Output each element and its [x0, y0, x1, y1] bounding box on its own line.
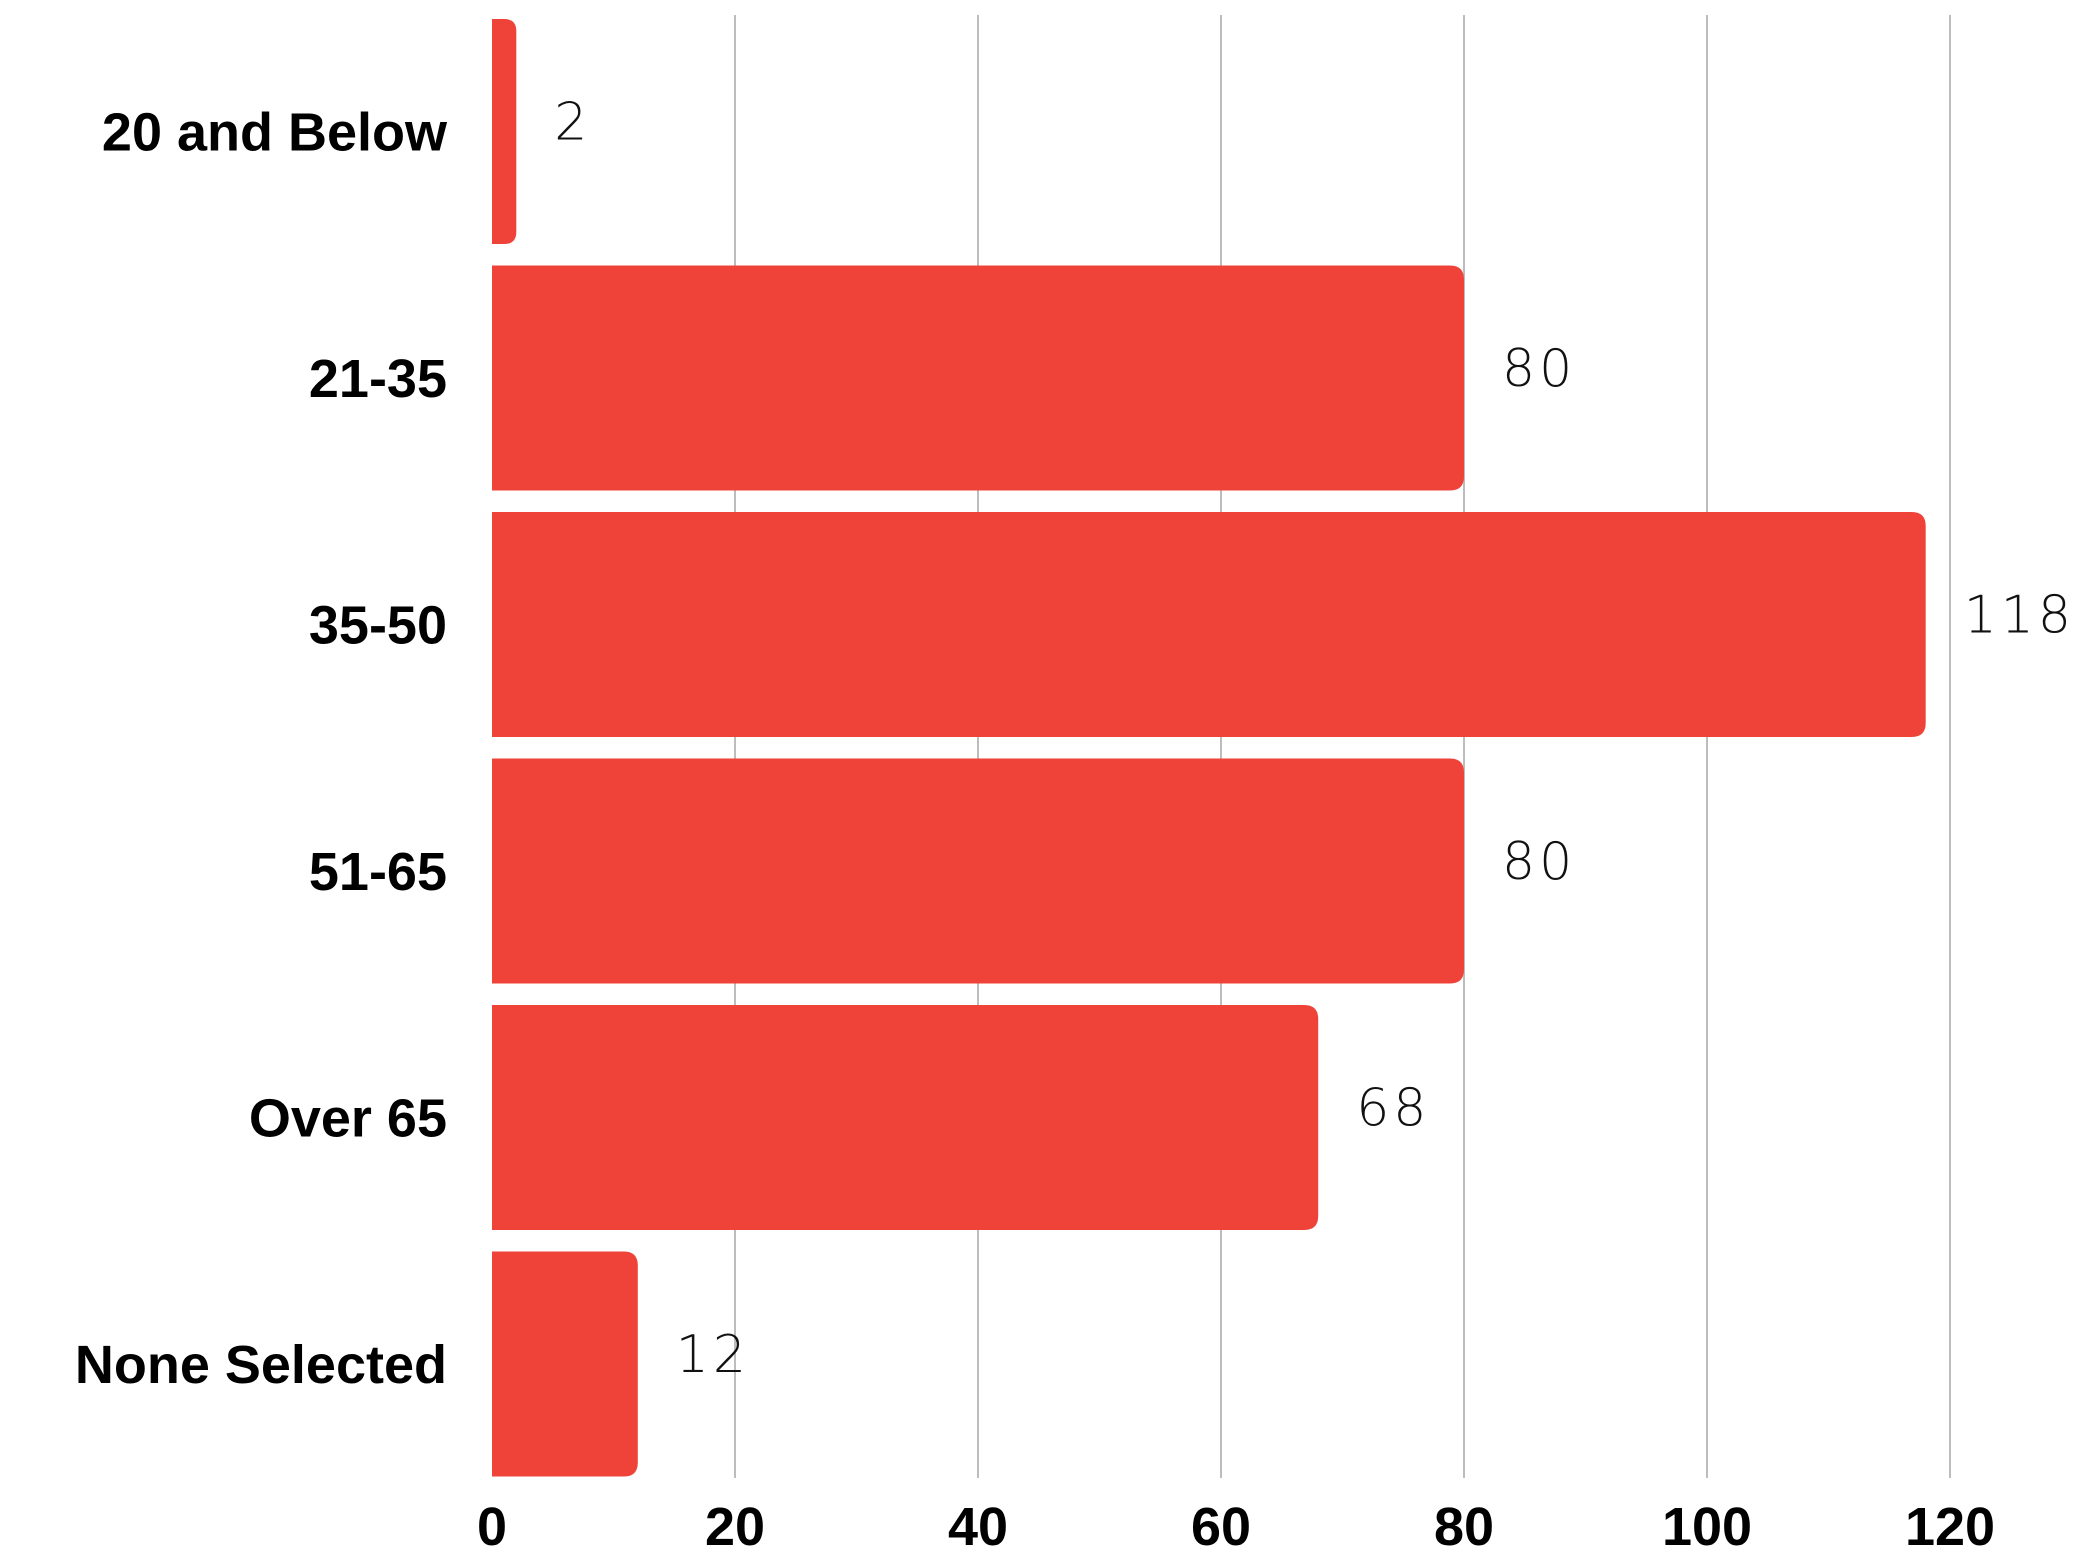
- category-label-4: Over 65: [249, 1089, 447, 1149]
- bar-4: [492, 1005, 1319, 1230]
- x-tick-label-5: 100: [1662, 1497, 1752, 1556]
- data-label-4: 68: [1356, 1079, 1430, 1139]
- category-label-3: 51-65: [309, 842, 447, 902]
- gridlines: [734, 15, 1951, 1478]
- category-label-1: 21-35: [309, 349, 447, 409]
- x-tick-label-4: 80: [1434, 1497, 1494, 1556]
- bar-5: [492, 1251, 638, 1477]
- data-label-5: 12: [676, 1325, 750, 1385]
- category-labels: 20 and Below 21-35 35-50 51-65 Over 65 None S…: [75, 103, 448, 1396]
- x-tick-label-3: 60: [1191, 1497, 1251, 1556]
- category-label-5: None Selected: [75, 1335, 447, 1395]
- data-label-3: 80: [1502, 832, 1576, 892]
- x-tick-label-2: 40: [948, 1497, 1008, 1556]
- data-labels: 2 80 118 80 68 12: [554, 93, 2075, 1386]
- data-label-1: 80: [1502, 339, 1576, 399]
- x-tick-label-1: 20: [705, 1497, 765, 1556]
- x-tick-label-6: 120: [1905, 1497, 1995, 1556]
- x-axis-ticks: 0 20 40 60 80 100 120: [477, 1497, 1995, 1556]
- bar-3: [492, 758, 1464, 984]
- bars: [492, 19, 1926, 1477]
- bar-1: [492, 265, 1464, 491]
- data-label-0: 2: [554, 93, 591, 153]
- category-label-0: 20 and Below: [102, 103, 448, 163]
- bar-2: [492, 512, 1926, 737]
- x-tick-label-0: 0: [477, 1497, 507, 1556]
- data-label-2: 118: [1964, 586, 2075, 646]
- category-label-2: 35-50: [309, 596, 447, 656]
- bar-0: [492, 19, 517, 244]
